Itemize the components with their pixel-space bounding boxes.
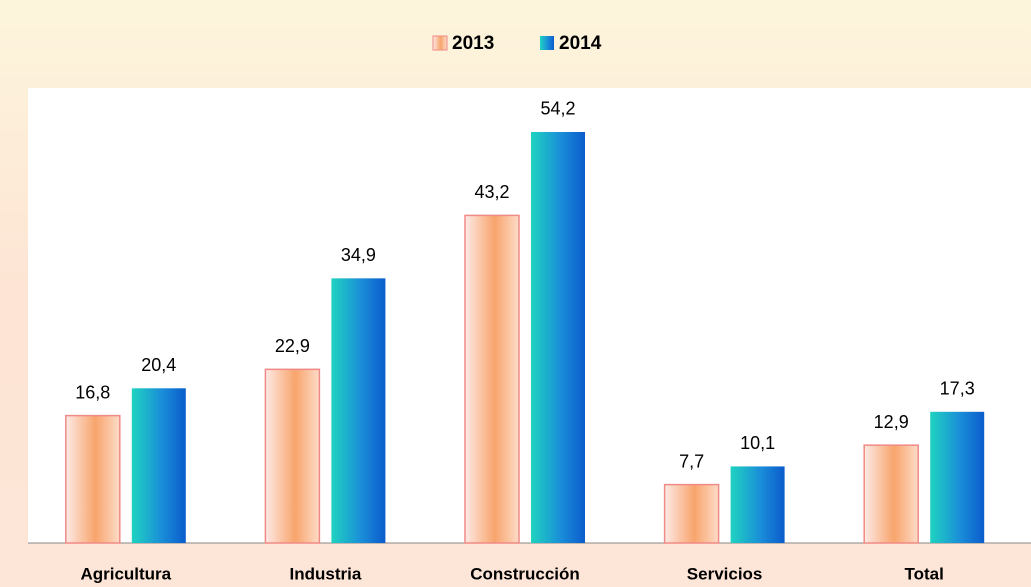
x-tick-label: Industria [290, 564, 362, 583]
value-label: 34,9 [341, 245, 376, 265]
legend-label: 2013 [452, 33, 494, 54]
value-label: 22,9 [275, 336, 310, 356]
legend-swatch [540, 36, 554, 50]
bar [264, 368, 321, 544]
value-label: 7,7 [679, 451, 704, 471]
bar [863, 444, 919, 544]
bar [464, 214, 520, 544]
bar [131, 388, 186, 543]
x-tick-label: Servicios [687, 564, 763, 583]
legend-swatch [432, 35, 448, 51]
legend-label: 2014 [559, 33, 602, 54]
value-label: 12,9 [874, 412, 909, 432]
value-label: 10,1 [740, 433, 775, 453]
value-label: 54,2 [540, 99, 575, 119]
bar [730, 466, 785, 543]
value-label: 17,3 [940, 379, 975, 399]
x-tick-label: Agricultura [80, 564, 171, 583]
value-label: 43,2 [474, 182, 509, 202]
bar [65, 414, 121, 544]
value-label: 16,8 [75, 382, 110, 402]
bar [663, 483, 720, 544]
bar [531, 131, 585, 543]
x-tick-label: Construcción [470, 564, 580, 583]
x-tick-label: Total [905, 564, 944, 583]
value-label: 20,4 [141, 355, 176, 375]
bar [930, 411, 985, 543]
bar [331, 278, 386, 543]
